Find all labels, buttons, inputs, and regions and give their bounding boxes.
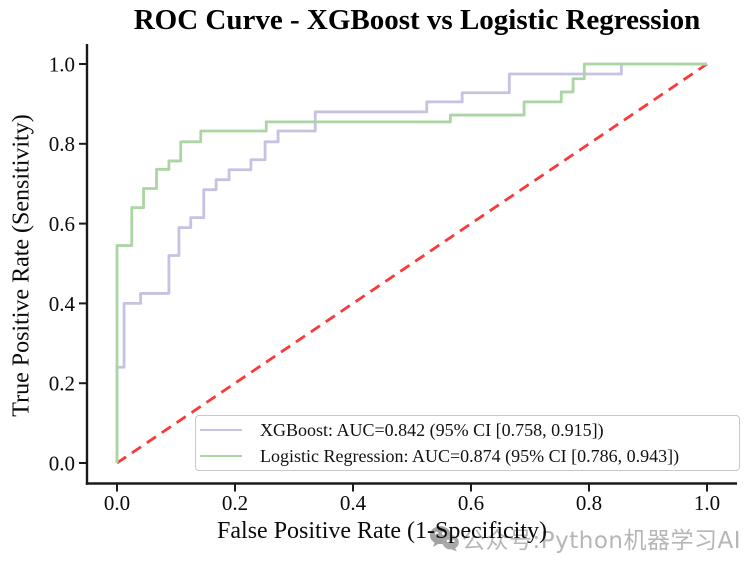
y-tick-label: 0.4 <box>49 292 76 316</box>
watermark-text: 公众号:Python机器学习AI <box>462 528 741 554</box>
x-axis-label: False Positive Rate (1-Specificity) <box>217 518 547 544</box>
legend-entry-xgboost: XGBoost: AUC=0.842 (95% CI [0.758, 0.915… <box>200 417 739 443</box>
roc-curve-logistic-regression <box>115 62 707 463</box>
x-tick-label: 0.8 <box>576 491 602 515</box>
chance-diagonal-line <box>116 62 708 465</box>
y-axis-label: True Positive Rate (Sensitivity) <box>8 114 35 417</box>
y-tick-label: 1.0 <box>49 52 75 76</box>
x-tick-label: 0.0 <box>104 491 130 515</box>
legend-label-logistic-regression: Logistic Regression: AUC=0.874 (95% CI [… <box>260 445 680 466</box>
y-tick-label: 0.8 <box>49 132 75 156</box>
x-tick-label: 0.6 <box>458 491 484 515</box>
x-tick-label: 0.2 <box>222 491 248 515</box>
watermark: 公众号:Python机器学习AI <box>429 521 741 555</box>
y-tick-label: 0.2 <box>49 372 75 396</box>
legend-entry-logistic-regression: Logistic Regression: AUC=0.874 (95% CI [… <box>200 443 739 469</box>
roc-curve-xgboost <box>115 62 707 463</box>
legend-label-xgboost: XGBoost: AUC=0.842 (95% CI [0.758, 0.915… <box>260 419 604 440</box>
x-tick-label: 1.0 <box>694 491 720 515</box>
legend: XGBoost: AUC=0.842 (95% CI [0.758, 0.915… <box>195 415 740 471</box>
wechat-icon <box>429 525 459 551</box>
x-tick-label: 0.4 <box>340 491 367 515</box>
y-tick-label: 0.6 <box>49 212 75 236</box>
y-tick-label: 0.0 <box>49 451 75 475</box>
chart-title: ROC Curve - XGBoost vs Logistic Regressi… <box>133 4 701 36</box>
legend-line-sample-logistic-regression <box>200 454 242 458</box>
legend-line-sample-xgboost <box>200 428 242 432</box>
